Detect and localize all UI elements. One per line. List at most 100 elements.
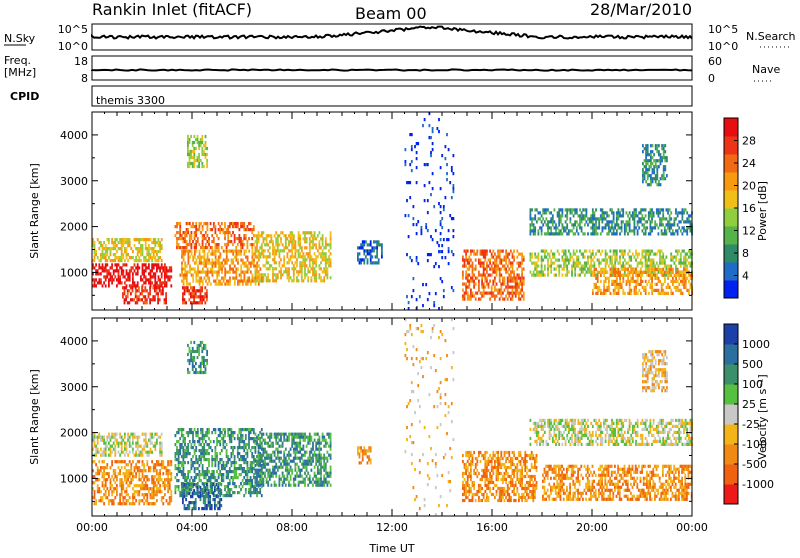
range-gate-cell (121, 241, 123, 244)
range-gate-cell (630, 268, 632, 271)
range-gate-cell (243, 228, 245, 231)
range-gate-cell (189, 283, 191, 286)
range-gate-cell (121, 451, 123, 454)
range-gate-cell (293, 270, 295, 273)
range-gate-cell (153, 463, 155, 466)
range-gate-cell (484, 253, 486, 256)
range-gate-cell (478, 259, 480, 262)
range-gate-cell (301, 276, 303, 279)
range-gate-cell (165, 301, 167, 304)
range-gate-cell (135, 272, 137, 275)
range-gate-cell (595, 226, 597, 229)
range-gate-cell (142, 247, 144, 250)
nsky-panel: N.Sky 10^5 10^0 10^5 10^0 N.Search (4, 23, 796, 53)
range-gate-cell (656, 253, 658, 256)
range-gate-cell (224, 446, 226, 449)
range-gate-cell (110, 445, 112, 448)
range-gate-cell (199, 228, 201, 231)
range-gate-cell (111, 484, 113, 487)
range-gate-cell (678, 283, 680, 286)
range-gate-cell (266, 234, 268, 237)
range-gate-cell (145, 266, 147, 269)
range-gate-cell (181, 461, 183, 464)
range-gate-cell (554, 256, 556, 259)
range-gate-cell (223, 461, 225, 464)
range-gate-cell (166, 269, 168, 272)
range-gate-cell (610, 250, 612, 253)
range-gate-cell (507, 280, 509, 283)
range-gate-cell (161, 247, 163, 250)
range-gate-cell (322, 270, 324, 273)
range-gate-cell (236, 259, 238, 262)
range-gate-cell (202, 237, 204, 240)
range-gate-cell (643, 250, 645, 253)
range-gate-cell (188, 292, 190, 295)
range-gate-cell (193, 156, 195, 159)
range-gate-cell (169, 460, 171, 463)
range-gate-cell (128, 301, 130, 304)
range-gate-cell (242, 470, 244, 473)
cpid-frame (92, 86, 692, 106)
range-gate-cell (685, 220, 687, 223)
range-gate-cell (448, 247, 450, 250)
range-gate-cell (118, 472, 120, 475)
range-gate-cell (624, 265, 626, 268)
range-gate-cell (247, 452, 249, 455)
range-gate-cell (97, 281, 99, 284)
range-gate-cell (229, 434, 231, 437)
range-gate-cell (114, 244, 116, 247)
range-gate-cell (306, 264, 308, 267)
range-gate-cell (558, 214, 560, 217)
range-gate-cell (637, 232, 639, 235)
range-gate-cell (221, 283, 223, 286)
range-gate-cell (148, 292, 150, 295)
range-gate-cell (183, 467, 185, 470)
range-gate-cell (255, 273, 257, 276)
range-gate-cell (200, 292, 202, 295)
range-gate-cell (183, 437, 185, 440)
range-gate-cell (193, 289, 195, 292)
range-gate-cell (192, 464, 194, 467)
range-gate-cell (224, 274, 226, 277)
range-gate-cell (215, 256, 217, 259)
range-gate-cell (216, 452, 218, 455)
range-gate-cell (218, 473, 220, 476)
range-gate-cell (227, 473, 229, 476)
range-gate-cell (547, 271, 549, 274)
range-gate-cell (181, 443, 183, 446)
range-gate-cell (239, 467, 241, 470)
range-gate-cell (154, 448, 156, 451)
range-gate-cell (152, 286, 154, 289)
range-gate-cell (100, 436, 102, 439)
range-gate-cell (188, 250, 190, 253)
range-gate-cell (610, 262, 612, 265)
range-gate-cell (219, 473, 221, 476)
range-gate-cell (192, 455, 194, 458)
range-gate-cell (507, 265, 509, 268)
range-gate-cell (552, 223, 554, 226)
freq-panel: Freq. [MHz] 18 8 60 0 Nave (4, 54, 780, 85)
range-gate-cell (126, 241, 128, 244)
range-gate-cell (597, 286, 599, 289)
range-gate-cell (146, 478, 148, 481)
range-gate-cell (137, 269, 139, 272)
range-gate-cell (178, 485, 180, 488)
range-gate-cell (226, 246, 228, 249)
range-gate-cell (252, 262, 254, 265)
range-gate-cell (175, 476, 177, 479)
range-gate-cell (667, 223, 669, 226)
range-gate-cell (105, 451, 107, 454)
range-gate-cell (589, 265, 591, 268)
range-gate-cell (614, 223, 616, 226)
range-gate-cell (143, 259, 145, 262)
range-gate-cell (111, 436, 113, 439)
range-gate-cell (150, 496, 152, 499)
range-gate-cell (137, 266, 139, 269)
range-gate-cell (640, 277, 642, 280)
range-gate-cell (242, 222, 244, 225)
range-gate-cell (507, 283, 509, 286)
range-gate-cell (480, 262, 482, 265)
range-gate-cell (184, 461, 186, 464)
range-gate-cell (489, 274, 491, 277)
range-gate-cell (206, 292, 208, 295)
